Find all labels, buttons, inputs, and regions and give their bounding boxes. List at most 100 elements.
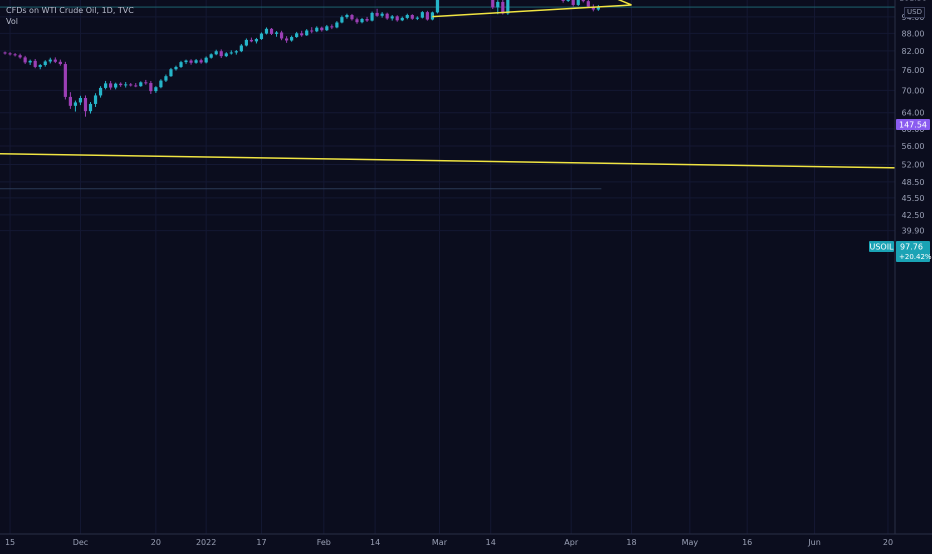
candle	[53, 57, 57, 64]
candle-body	[315, 27, 319, 32]
candle-body	[591, 6, 595, 10]
candle	[300, 30, 304, 37]
candle-body	[58, 61, 62, 65]
price-tick-label: 76.00	[902, 66, 925, 75]
currency-label[interactable]: USD	[904, 7, 925, 18]
candle-body	[139, 82, 143, 87]
candle	[48, 57, 52, 64]
price-tick-label: 52.00	[902, 161, 925, 170]
candle-body	[224, 53, 228, 57]
candle-body	[320, 27, 324, 31]
candle	[395, 15, 399, 22]
current-change-text: +20.42%	[899, 253, 932, 261]
candle	[355, 17, 359, 24]
candle	[405, 13, 409, 20]
candle-body	[73, 102, 78, 106]
candle-body	[285, 38, 289, 41]
candle	[254, 37, 259, 44]
candle	[400, 16, 404, 22]
time-tick-label: 17	[256, 538, 266, 547]
candle	[43, 60, 47, 67]
candle-body	[98, 87, 103, 96]
time-axis[interactable]	[0, 534, 932, 550]
candle	[169, 67, 173, 77]
candle	[576, 0, 580, 6]
candle-body	[214, 51, 218, 55]
candle-body	[134, 85, 138, 87]
candle	[420, 11, 424, 19]
current-price-text: 97.76	[900, 243, 923, 252]
candle	[164, 74, 168, 82]
candle-body	[561, 0, 565, 1]
candle-body	[129, 84, 133, 86]
time-axis-labels: 15 Dec 20 2022 17 Feb 14 Mar 14 Apr 18 May 16 Jun 20	[5, 538, 893, 547]
price-axis[interactable]	[895, 0, 932, 534]
gridlines	[0, 0, 895, 534]
candle	[279, 30, 284, 41]
candle-body	[239, 45, 243, 52]
candle-body	[385, 13, 389, 19]
candle	[18, 53, 22, 59]
candle	[179, 60, 183, 68]
candle-body	[506, 0, 510, 14]
candle	[330, 24, 334, 30]
candle	[189, 59, 193, 65]
price-tick-label: 39.90	[902, 227, 925, 236]
candle-body	[93, 95, 98, 104]
candle	[144, 79, 148, 85]
candle-body	[365, 18, 369, 21]
candle	[204, 56, 208, 64]
candle	[119, 82, 123, 87]
drawings	[0, 0, 901, 169]
candle	[58, 59, 62, 66]
candle	[285, 36, 289, 43]
candle-body	[254, 39, 259, 42]
candle	[103, 80, 108, 90]
candle-body	[48, 59, 52, 62]
level-badge-text: 147.54	[899, 121, 927, 130]
time-tick-label: 16	[742, 538, 752, 547]
candle	[88, 102, 93, 114]
candle	[134, 83, 138, 88]
candle-body	[164, 76, 168, 81]
candle-body	[325, 26, 329, 31]
candle-body	[290, 37, 294, 41]
candle-body	[259, 33, 264, 40]
candle-body	[300, 33, 304, 36]
symbol-badge	[869, 241, 894, 252]
candle	[269, 27, 274, 36]
volume-indicator-label[interactable]: Vol	[6, 17, 18, 26]
candle-body	[269, 28, 274, 34]
time-tick-label: 15	[5, 538, 15, 547]
candle-body	[144, 82, 148, 84]
candle	[78, 95, 83, 106]
trendline	[432, 4, 632, 18]
candle	[380, 12, 384, 18]
candle-body	[249, 39, 254, 42]
candle	[586, 0, 590, 9]
symbol-title[interactable]: CFDs on WTI Crude Oil, 1D, TVC	[6, 6, 134, 15]
candle	[73, 100, 78, 112]
price-tick-label: 42.50	[902, 211, 925, 220]
candle	[229, 50, 233, 55]
time-tick-label: 14	[370, 538, 380, 547]
candle	[360, 17, 364, 24]
candle-body	[405, 15, 409, 18]
candle	[305, 29, 309, 36]
candle	[3, 51, 7, 55]
candle-body	[3, 52, 7, 54]
candle-body	[159, 80, 163, 88]
price-tick-label: 56.00	[902, 142, 925, 151]
candle-body	[53, 59, 57, 62]
time-tick-label: 18	[626, 538, 636, 547]
candle-body	[596, 7, 600, 10]
candle-body	[491, 0, 495, 8]
candle	[425, 10, 429, 21]
candle	[596, 4, 600, 11]
candle-body	[360, 18, 364, 23]
candle	[244, 38, 248, 47]
candle-body	[340, 17, 344, 23]
